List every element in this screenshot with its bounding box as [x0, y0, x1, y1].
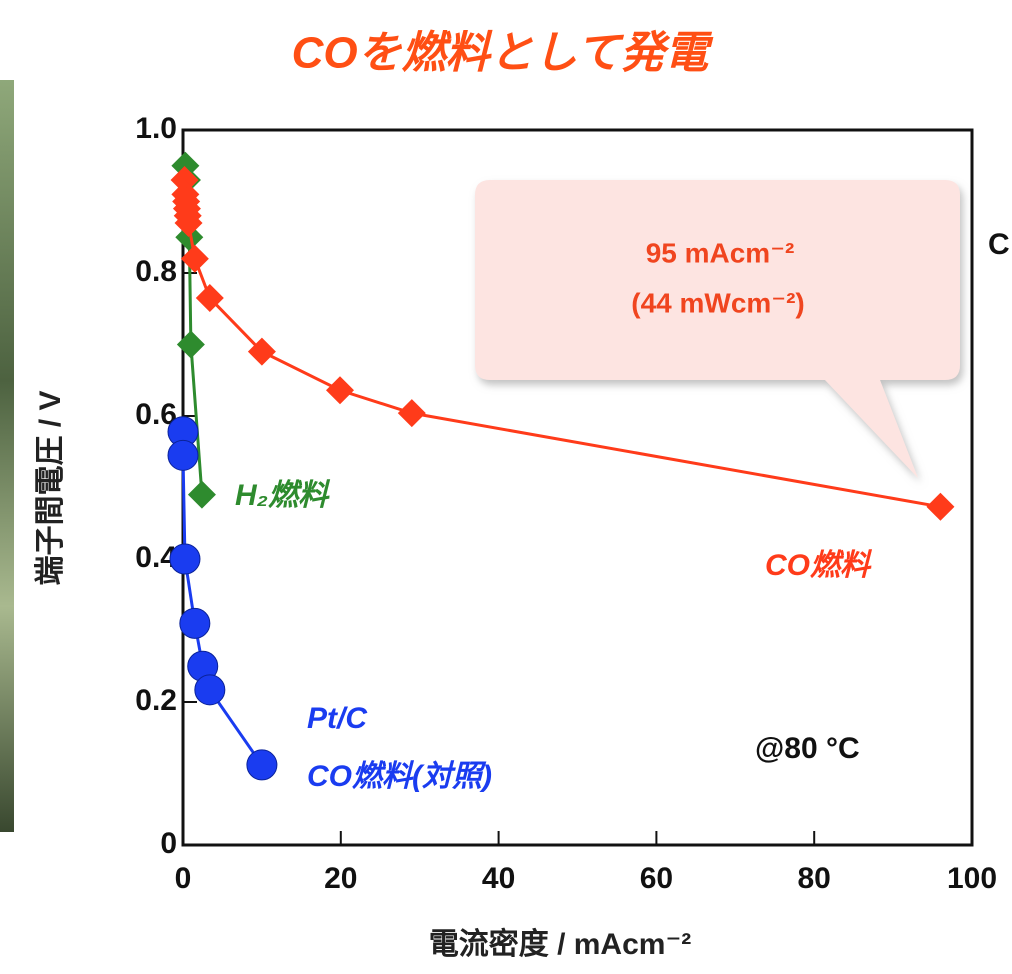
x-tick-label: 60	[640, 862, 673, 895]
cut-text: C	[988, 228, 1010, 261]
series-label: CO燃料	[765, 549, 873, 582]
point	[177, 331, 205, 359]
temperature-note: @80 °C	[755, 732, 860, 765]
callout-box	[475, 180, 960, 478]
x-tick-label: 0	[175, 862, 192, 895]
y-axis-label: 端子間電圧 / V	[34, 390, 67, 585]
x-tick-label: 20	[324, 862, 357, 895]
y-tick-label: 0.8	[135, 255, 177, 288]
photo-edge	[0, 80, 14, 832]
callout-text: 95 mAcm⁻²	[646, 237, 795, 268]
x-tick-label: 40	[482, 862, 515, 895]
point	[168, 440, 198, 470]
x-tick-label: 100	[947, 862, 997, 895]
point	[180, 608, 210, 638]
series-label: H₂燃料	[235, 479, 331, 512]
chart: COを燃料として発電 端子間電圧 / V 電流密度 / mAcm⁻² 95 mA…	[0, 0, 1012, 974]
y-tick-label: 1.0	[135, 112, 177, 145]
x-tick-label: 80	[798, 862, 831, 895]
point	[195, 675, 225, 705]
x-axis-label: 電流密度 / mAcm⁻²	[429, 927, 692, 961]
point	[326, 376, 354, 404]
point	[181, 245, 209, 273]
point	[188, 481, 216, 509]
point	[170, 544, 200, 574]
point	[926, 493, 954, 521]
point	[398, 399, 426, 427]
series-label: Pt/C	[307, 702, 368, 735]
chart-title: COを燃料として発電	[292, 29, 715, 78]
y-tick-label: 0.2	[135, 684, 177, 717]
series-label: CO燃料(対照)	[307, 760, 492, 793]
y-tick-label: 0	[160, 827, 177, 860]
point	[247, 750, 277, 780]
callout-text: (44 mWcm⁻²)	[631, 287, 804, 318]
